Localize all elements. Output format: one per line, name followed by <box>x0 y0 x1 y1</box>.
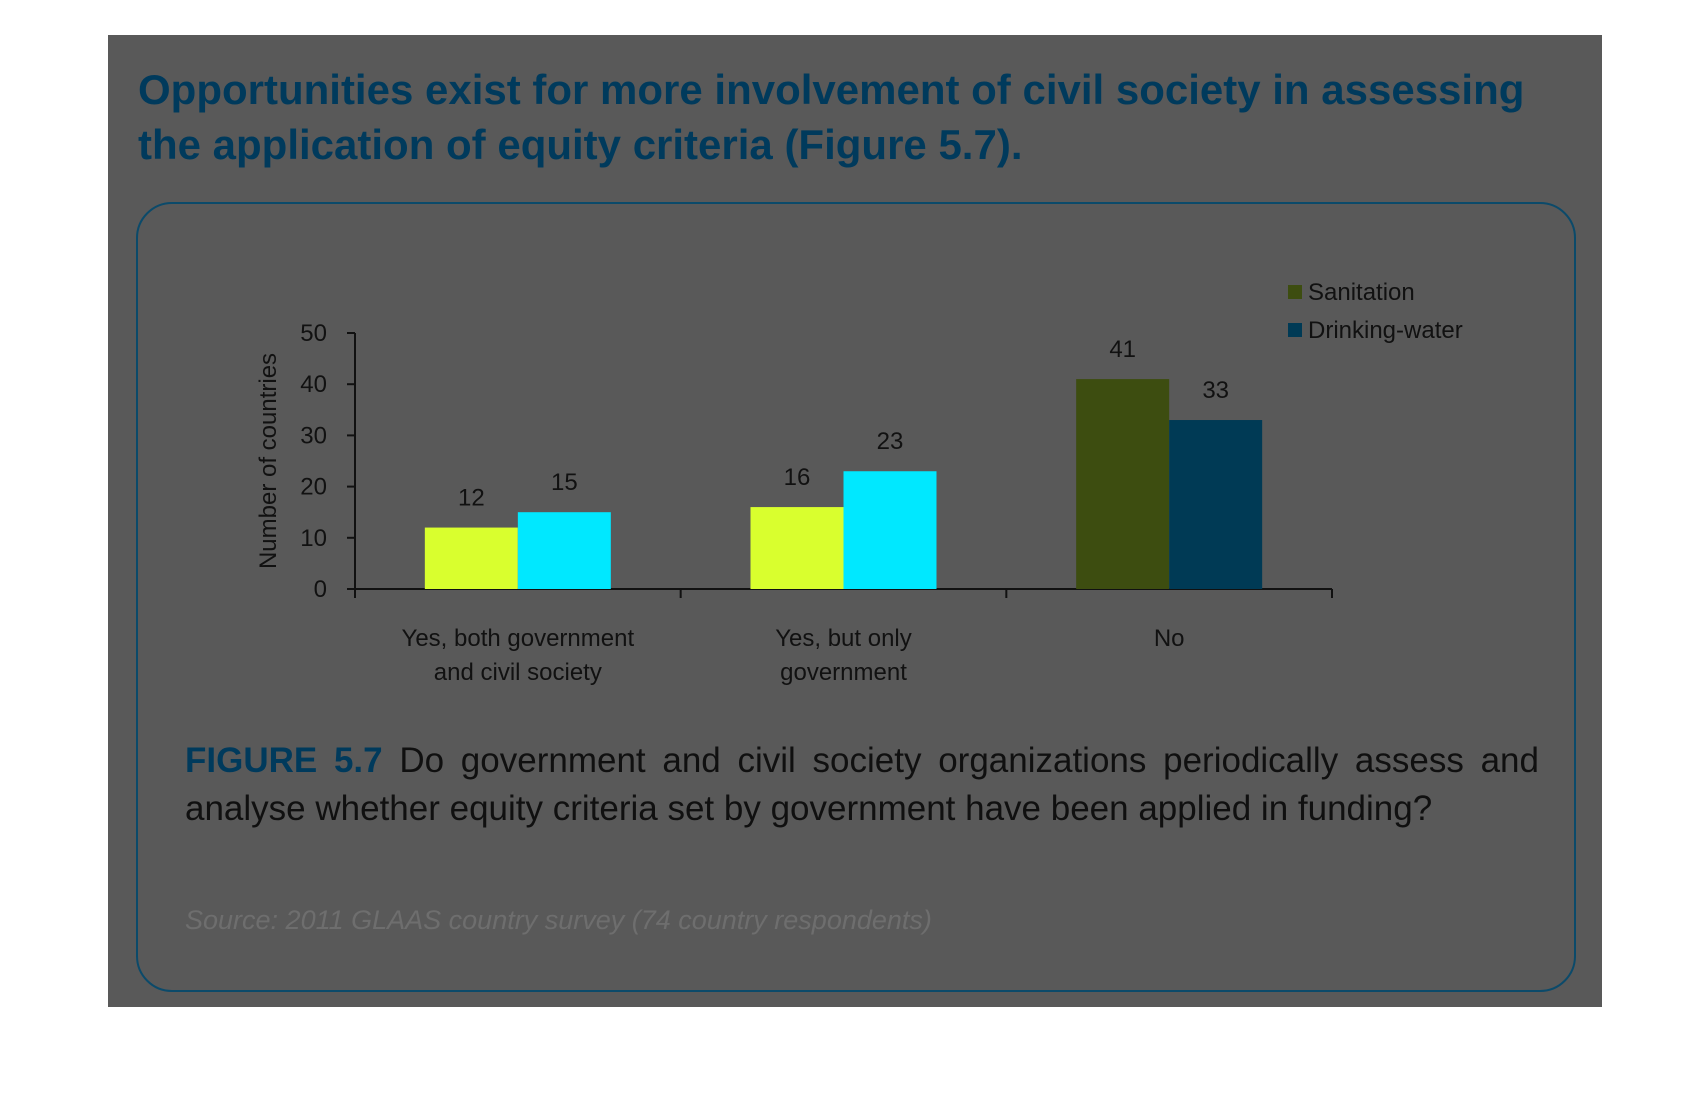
figure-label: FIGURE 5.7 <box>185 741 383 780</box>
y-tick-label: 30 <box>300 422 327 449</box>
figure-caption-text: Do government and civil society organiza… <box>185 741 1539 828</box>
legend-swatch <box>1288 323 1302 337</box>
bar-sanitation <box>424 527 518 589</box>
x-category-label: Yes, both government <box>402 625 635 652</box>
y-tick-label: 0 <box>314 576 327 603</box>
data-label: 16 <box>784 464 811 491</box>
data-label: 12 <box>458 485 485 512</box>
bar-sanitation <box>1076 379 1170 589</box>
data-label: 41 <box>1109 336 1136 363</box>
x-category-label: Yes, but only <box>775 625 912 652</box>
x-category-label: No <box>1154 625 1185 652</box>
x-category-label: government <box>780 659 907 686</box>
bar-drinking-water <box>1169 420 1263 589</box>
y-tick-label: 50 <box>300 320 327 347</box>
y-axis-label: Number of countries <box>255 353 282 569</box>
y-tick-label: 40 <box>300 371 327 398</box>
y-tick-label: 10 <box>300 525 327 552</box>
legend-swatch <box>1288 285 1302 299</box>
slide-heading: Opportunities exist for more involvement… <box>138 66 1525 168</box>
bar-drinking-water <box>517 512 611 589</box>
data-label: 23 <box>877 428 904 455</box>
bar-sanitation <box>750 507 844 589</box>
figure-caption: FIGURE 5.7 Do government and civil socie… <box>185 737 1539 833</box>
figure-source: Source: 2011 GLAAS country survey (74 co… <box>185 905 932 935</box>
y-tick-label: 20 <box>300 474 327 501</box>
legend-label: Drinking-water <box>1308 317 1463 344</box>
legend-label: Sanitation <box>1308 279 1415 306</box>
data-label: 33 <box>1202 377 1229 404</box>
figure-frame <box>136 202 1576 992</box>
data-label: 15 <box>551 469 578 496</box>
bar-drinking-water <box>843 471 937 589</box>
x-category-label: and civil society <box>434 659 602 686</box>
